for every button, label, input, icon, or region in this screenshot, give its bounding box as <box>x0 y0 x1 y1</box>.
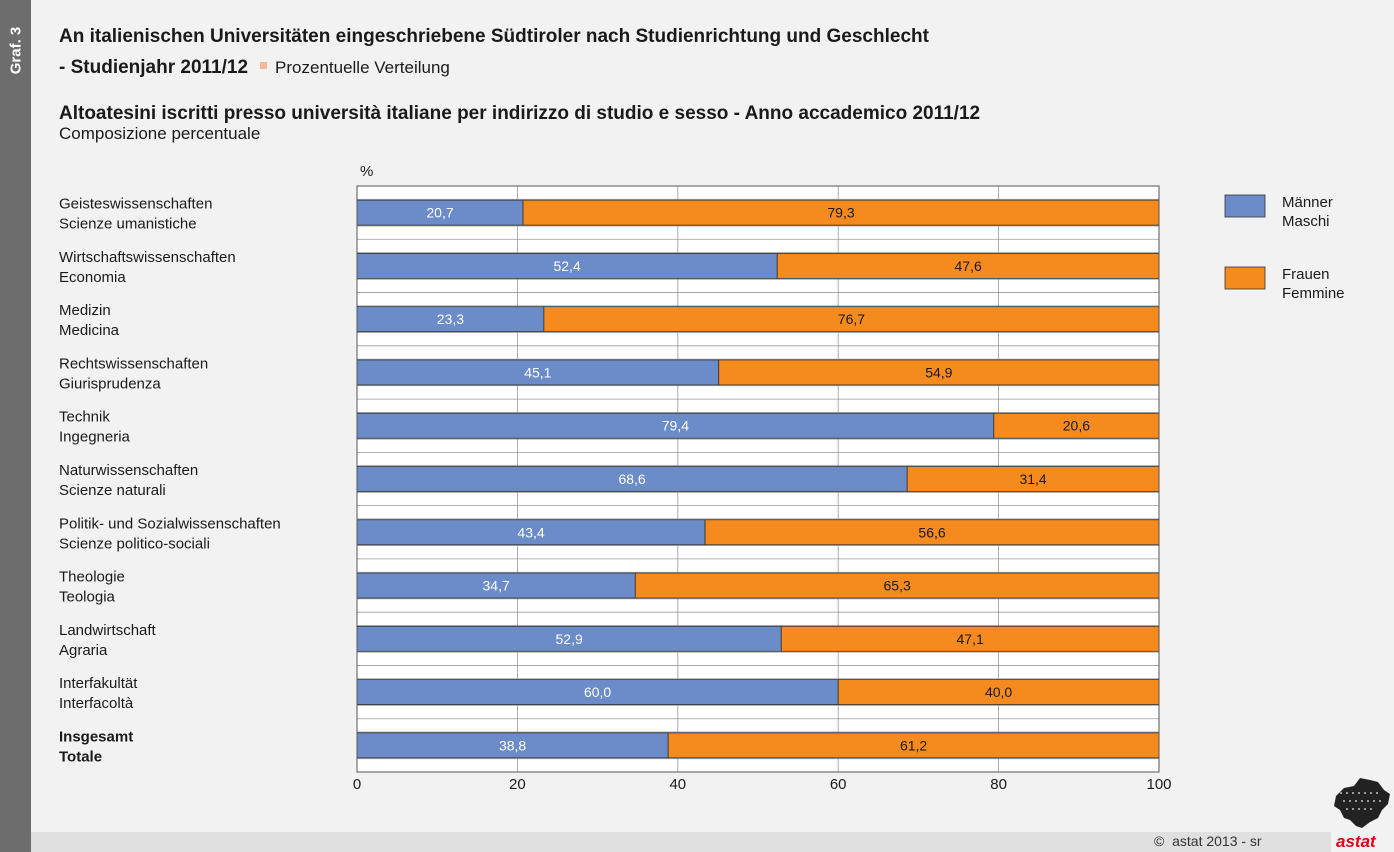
bar-label-male: 45,1 <box>524 364 551 380</box>
bar-female <box>837 679 1160 705</box>
bar-label-male: 23,3 <box>437 311 464 327</box>
bar-male <box>356 519 706 546</box>
bar-male <box>356 679 839 705</box>
bar-label-female: 54,9 <box>925 364 952 380</box>
legend-label-italian: Maschi <box>1282 213 1330 230</box>
category-label-german: Interfakultät <box>59 675 138 692</box>
astat-logo-text: astat <box>1336 832 1376 851</box>
bar-female <box>634 572 1160 599</box>
category-label-italian: Scienze naturali <box>59 482 166 499</box>
bar-label-female: 79,3 <box>827 205 854 221</box>
category-label-italian: Teologia <box>59 589 116 606</box>
category-label-german: Geisteswissenschaften <box>59 196 212 213</box>
bar-female <box>704 519 1160 546</box>
bar-female <box>522 199 1160 226</box>
y-unit-label: % <box>360 163 373 180</box>
bar-label-female: 61,2 <box>900 737 927 753</box>
category-label-italian: Agraria <box>59 642 108 659</box>
category-label-german: Medizin <box>59 302 111 319</box>
category-label-german: Naturwissenschaften <box>59 462 198 479</box>
bar-female <box>718 359 1160 386</box>
bar-label-male: 38,8 <box>499 737 526 753</box>
category-label-italian: Scienze umanistiche <box>59 216 197 233</box>
bar-label-female: 47,1 <box>957 631 984 647</box>
category-label-italian: Medicina <box>59 322 120 339</box>
category-label-german: Theologie <box>59 569 125 586</box>
category-label-italian: Scienze politico-sociali <box>59 535 210 552</box>
bar-label-male: 52,4 <box>553 258 580 274</box>
bar-female <box>776 253 1160 279</box>
bar-label-female: 65,3 <box>884 578 911 594</box>
x-tick-label: 80 <box>990 776 1007 793</box>
astat-map-logo-icon <box>1334 778 1390 828</box>
subtitle-italian: Composizione percentuale <box>59 124 261 143</box>
x-tick-label: 40 <box>669 776 686 793</box>
bar-female <box>667 732 1160 759</box>
legend-swatch-male <box>1224 194 1266 218</box>
category-label-italian: Economia <box>59 269 126 286</box>
bar-label-male: 79,4 <box>662 418 689 434</box>
bar-label-female: 40,0 <box>985 684 1012 700</box>
x-tick-label: 0 <box>353 776 361 793</box>
legend-label-german: Frauen <box>1282 266 1330 283</box>
category-label-german: Technik <box>59 409 110 426</box>
bar-male <box>356 306 545 333</box>
category-label-german: Wirtschaftswissenschaften <box>59 249 236 266</box>
category-label-german: Politik- und Sozialwissenschaften <box>59 515 281 532</box>
legend-label-italian: Femmine <box>1282 285 1345 302</box>
title-italian: Altoatesini iscritti presso università i… <box>59 103 981 124</box>
legend-swatch-female <box>1224 266 1266 290</box>
title-german: An italienischen Universitäten eingeschr… <box>59 26 929 47</box>
bar-male <box>356 359 720 386</box>
bar-label-male: 34,7 <box>483 578 510 594</box>
side-strip: Graf. 3 <box>0 0 31 852</box>
bar-female <box>906 466 1160 492</box>
title-german-line2-row: - Studienjahr 2011/12 Prozentuelle Vertei… <box>59 57 450 79</box>
bar-label-male: 20,7 <box>426 205 453 221</box>
x-tick-label: 60 <box>830 776 847 793</box>
category-label-italian: Ingegneria <box>59 429 131 446</box>
legend-label-german: Männer <box>1282 194 1333 211</box>
bar-female <box>993 412 1160 439</box>
bar-label-male: 60,0 <box>584 684 611 700</box>
bar-label-female: 47,6 <box>954 258 981 274</box>
category-label-italian: Giurisprudenza <box>59 375 161 392</box>
bar-label-male: 68,6 <box>618 471 645 487</box>
bar-label-female: 31,4 <box>1019 471 1046 487</box>
bar-label-male: 52,9 <box>556 631 583 647</box>
x-tick-label: 100 <box>1146 776 1171 793</box>
x-tick-label: 20 <box>509 776 526 793</box>
footer-band <box>31 832 1331 852</box>
plot-border <box>356 185 1160 773</box>
copyright-symbol: © <box>1154 833 1165 849</box>
bar-female <box>543 306 1160 333</box>
bar-male <box>356 732 669 759</box>
bar-label-female: 56,6 <box>918 524 945 540</box>
category-label-italian: Interfacoltà <box>59 695 134 712</box>
bar-label-male: 43,4 <box>517 524 544 540</box>
bar-label-female: 20,6 <box>1063 418 1090 434</box>
category-label-german: Landwirtschaft <box>59 622 157 639</box>
title-german-line2: - Studienjahr 2011/12 <box>59 57 249 78</box>
bar-label-female: 76,7 <box>838 311 865 327</box>
category-label-german: Rechtswissenschaften <box>59 355 208 372</box>
subtitle-german: Prozentuelle Verteilung <box>275 58 450 77</box>
category-label-german: Insgesamt <box>59 728 133 745</box>
separator-square-icon <box>260 62 268 70</box>
category-label-italian: Totale <box>59 748 102 765</box>
copyright-text: © astat 2013 - sr <box>1154 833 1262 849</box>
copyright-label: astat 2013 - sr <box>1172 833 1262 849</box>
